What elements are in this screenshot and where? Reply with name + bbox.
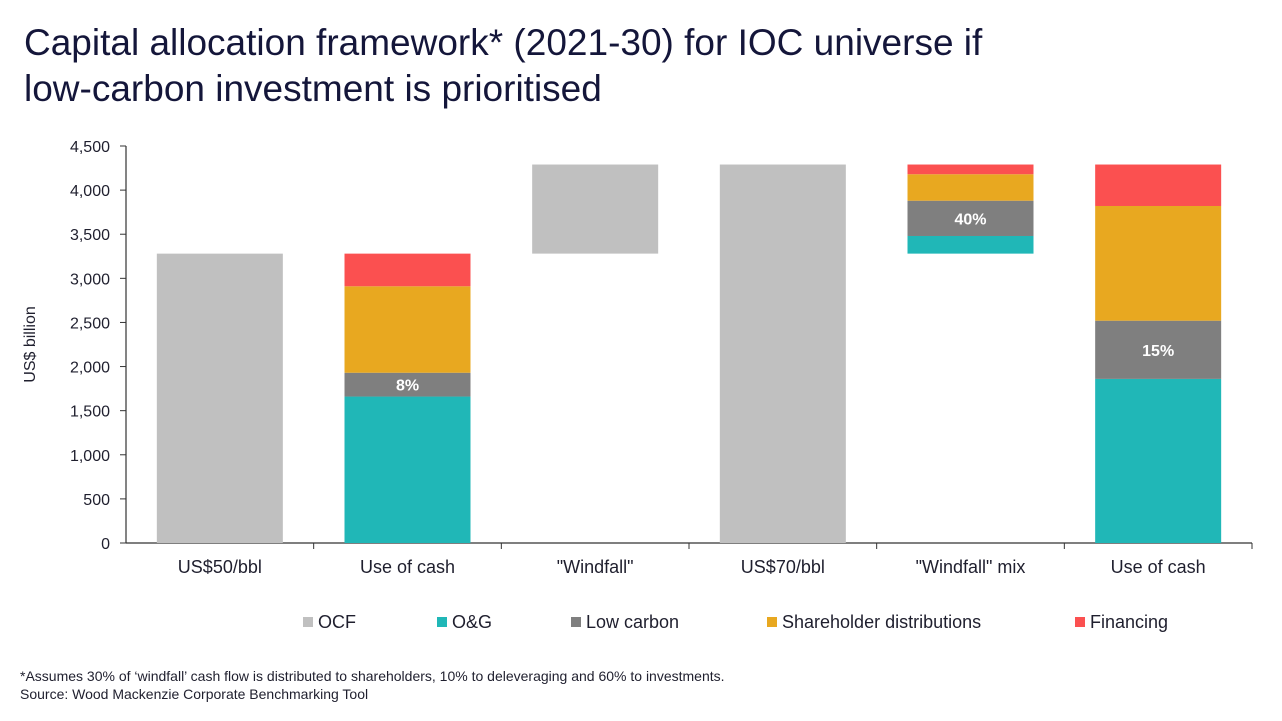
legend-label: Financing <box>1090 612 1168 632</box>
y-tick-label: 2,500 <box>70 315 110 332</box>
y-tick-label: 4,500 <box>70 139 110 156</box>
y-tick-label: 500 <box>83 492 110 509</box>
legend-label: Shareholder distributions <box>782 612 981 632</box>
legend-label: Low carbon <box>586 612 679 632</box>
y-axis-label: US$ billion <box>22 306 39 382</box>
x-tick-label: US$50/bbl <box>178 557 262 577</box>
chart-title: Capital allocation framework* (2021-30) … <box>24 20 1124 112</box>
bar-segment-financing <box>344 253 471 287</box>
bar-segment-low-carbon <box>344 372 471 397</box>
y-tick-label: 3,500 <box>70 227 110 244</box>
bar-segment-ocf <box>532 164 659 254</box>
x-tick-label: "Windfall" <box>557 557 634 577</box>
data-label: 15% <box>1142 343 1174 360</box>
x-tick-label: US$70/bbl <box>741 557 825 577</box>
bar-segment-low-carbon <box>907 200 1034 236</box>
bar-segment-o-g <box>1095 378 1222 543</box>
bar-segment-financing <box>907 164 1034 175</box>
chart-title-line-2: low-carbon investment is prioritised <box>24 68 602 109</box>
bar-segment-o-g <box>344 396 471 543</box>
legend-label: O&G <box>452 612 492 632</box>
x-tick-label: Use of cash <box>1111 557 1206 577</box>
bar-segment-ocf <box>156 253 283 543</box>
bar-segment-financing <box>1095 164 1222 206</box>
data-label: 40% <box>954 211 986 228</box>
y-tick-label: 0 <box>101 536 110 553</box>
y-tick-label: 1,500 <box>70 404 110 421</box>
source-note: Source: Wood Mackenzie Corporate Benchma… <box>20 686 369 702</box>
data-label: 8% <box>396 378 419 395</box>
legend-swatch <box>767 617 777 627</box>
bar-segment-shareholder-distributions <box>344 286 471 373</box>
y-tick-label: 3,000 <box>70 271 110 288</box>
legend-swatch <box>1075 617 1085 627</box>
bar-segment-shareholder-distributions <box>1095 205 1222 321</box>
legend-swatch <box>571 617 581 627</box>
legend-label: OCF <box>318 612 356 632</box>
y-tick-label: 2,000 <box>70 360 110 377</box>
bar-segment-shareholder-distributions <box>907 174 1034 201</box>
y-tick-label: 4,000 <box>70 183 110 200</box>
legend-swatch <box>303 617 313 627</box>
footnote: *Assumes 30% of ‘windfall’ cash flow is … <box>20 668 725 684</box>
y-tick-label: 1,000 <box>70 448 110 465</box>
chart-title-line-1: Capital allocation framework* (2021-30) … <box>24 22 983 63</box>
bar-segment-low-carbon <box>1095 320 1222 379</box>
x-tick-label: Use of cash <box>360 557 455 577</box>
bar-segment-ocf <box>719 164 846 543</box>
legend-swatch <box>437 617 447 627</box>
x-tick-label: "Windfall" mix <box>916 557 1026 577</box>
bar-segment-o-g <box>907 235 1034 254</box>
